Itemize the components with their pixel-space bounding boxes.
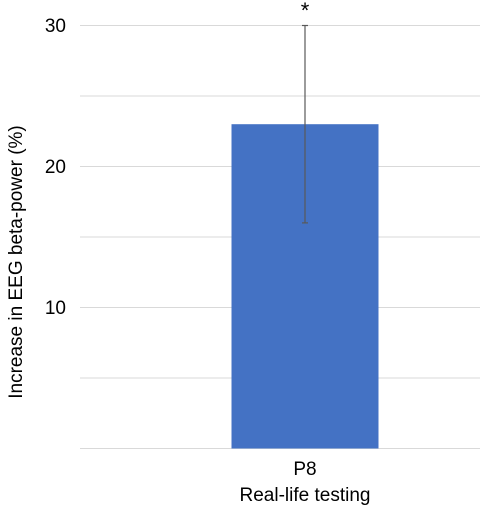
y-tick-30: 30 bbox=[45, 16, 66, 37]
category-sublabel: Real-life testing bbox=[240, 485, 371, 506]
significance-marker: * bbox=[301, 0, 310, 23]
y-tick-labels: 30 20 10 bbox=[45, 16, 66, 319]
y-tick-20: 20 bbox=[45, 157, 66, 178]
bars bbox=[231, 24, 379, 449]
category-label-p8: P8 bbox=[293, 459, 316, 480]
y-axis-label: Increase in EEG beta-power (%) bbox=[6, 125, 27, 399]
y-tick-10: 10 bbox=[45, 298, 66, 319]
